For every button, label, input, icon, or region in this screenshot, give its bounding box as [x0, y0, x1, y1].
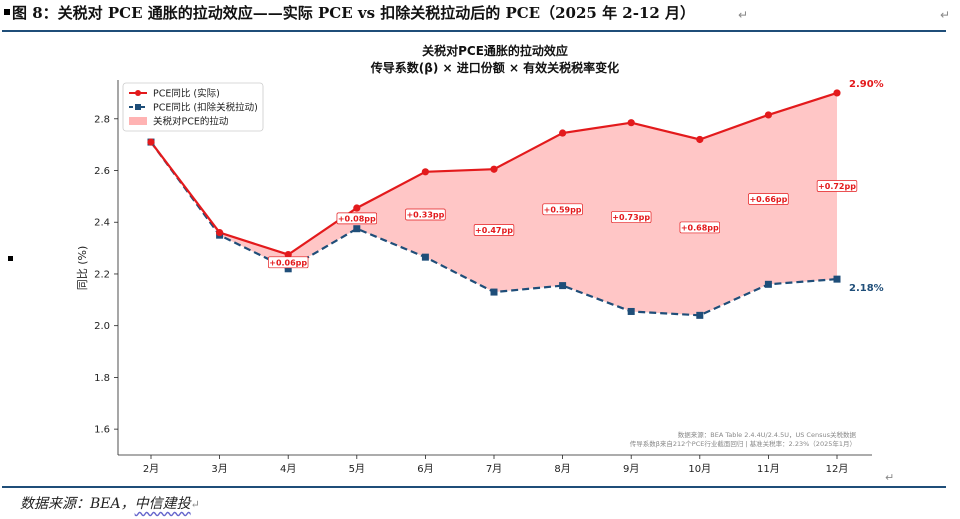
x-ticks: 2月 3月 4月 5月 6月 7月 8月 9月 10月 11月 12月	[143, 455, 849, 475]
x-tick-label: 10月	[688, 463, 711, 475]
gap-annotations: +0.06pp +0.08pp +0.33pp +0.47pp +0.59pp +0.73…	[268, 180, 858, 269]
y-ticks: 1.6 1.8 2.0 2.2 2.4 2.6 2.8	[94, 114, 118, 436]
x-tick-label: 7月	[486, 463, 502, 475]
data-point-ex-tariff	[627, 307, 635, 315]
gap-annotation-box	[610, 211, 652, 223]
legend-swatch-fill	[129, 117, 147, 125]
figure-header: 图 8：关税对 PCE 通胀的拉动效应——实际 PCE vs 扣除关税拉动后的 …	[0, 0, 960, 32]
paragraph-mark-icon: ↵	[940, 8, 951, 22]
legend-marker-ex-tariff	[135, 104, 141, 110]
gap-annotation-box	[405, 208, 446, 221]
legend-box	[122, 82, 264, 132]
bullet-marker	[4, 9, 10, 15]
x-tick-label: 11月	[757, 463, 780, 475]
source-org: 中信建投	[134, 496, 191, 512]
data-point-actual	[559, 129, 567, 137]
x-tick-label: 6月	[417, 463, 433, 475]
legend-marker-actual	[135, 90, 141, 96]
legend-label-ex-tariff: PCE同比 (扣除关税拉动)	[153, 102, 258, 114]
bottom-rule	[2, 486, 946, 488]
data-point-actual	[833, 89, 841, 97]
data-point-actual	[627, 119, 635, 127]
figure-title: 图 8：关税对 PCE 通胀的拉动效应——实际 PCE vs 扣除关税拉动后的 …	[12, 4, 696, 22]
x-tick-label: 9月	[623, 463, 639, 475]
chart-note-beta: 传导系数β来自212个PCE行业截面回归 | 基准关税率：2.23%（2025年…	[630, 439, 856, 448]
data-point-actual	[147, 138, 155, 146]
end-label-ex-tariff: 2.18%	[849, 283, 884, 294]
x-tick-label: 3月	[211, 463, 227, 475]
data-point-ex-tariff	[833, 275, 841, 283]
data-point-ex-tariff	[559, 282, 567, 290]
data-point-ex-tariff	[421, 253, 429, 261]
y-tick-label: 1.8	[94, 373, 110, 384]
data-point-ex-tariff	[764, 280, 772, 288]
y-tick-label: 2.2	[94, 269, 110, 280]
legend-label-actual: PCE同比 (实际)	[153, 88, 220, 100]
gap-annotation-label: +0.73pp	[612, 213, 650, 222]
x-tick-label: 8月	[554, 463, 570, 475]
data-point-actual	[284, 250, 292, 259]
top-rule	[2, 30, 946, 32]
paragraph-mark-icon: ↵	[190, 498, 200, 511]
gap-annotation-label: +0.66pp	[749, 195, 787, 204]
y-tick-label: 2.8	[94, 114, 110, 125]
gap-annotation-box	[268, 256, 309, 269]
data-point-actual	[490, 165, 498, 173]
source-prefix: 数据来源：BEA，	[20, 496, 135, 512]
data-point-actual	[421, 168, 429, 176]
gap-annotation-box	[336, 212, 378, 225]
paragraph-mark-icon: ↵	[738, 8, 749, 22]
y-tick-label: 1.6	[94, 425, 110, 436]
gap-annotation-box	[473, 224, 515, 236]
source-note: 数据来源：BEA，中信建投↵	[20, 493, 200, 513]
paragraph-mark-icon: ↵	[885, 471, 894, 484]
data-point-ex-tariff	[353, 225, 361, 233]
gap-annotation-label: +0.72pp	[818, 182, 856, 191]
gap-annotation-box	[542, 203, 583, 216]
gap-annotation-label: +0.08pp	[338, 214, 376, 223]
x-tick-label: 5月	[349, 463, 365, 475]
bullet-marker	[8, 256, 13, 261]
data-point-ex-tariff	[696, 311, 704, 319]
data-point-actual	[696, 135, 704, 144]
gap-annotation-label: +0.33pp	[406, 210, 444, 219]
gap-annotation-label: +0.68pp	[681, 223, 719, 232]
x-tick-label: 2月	[143, 463, 159, 475]
x-tick-label: 4月	[280, 463, 296, 475]
gap-annotation-label: +0.06pp	[269, 258, 307, 267]
chart-title: 关税对PCE通胀的拉动效应	[422, 43, 568, 58]
gap-annotation-box	[679, 221, 721, 234]
end-label-actual: 2.90%	[849, 79, 884, 90]
data-point-ex-tariff	[490, 288, 498, 296]
gap-annotation-box	[816, 180, 858, 192]
data-point-actual	[353, 204, 361, 212]
gap-annotation-label: +0.47pp	[475, 226, 513, 235]
chart-subtitle: 传导系数(β) × 进口份额 × 有效关税税率变化	[370, 60, 619, 75]
y-axis-label: 同比 (%)	[76, 246, 89, 291]
gap-annotation-label: +0.59pp	[544, 205, 582, 214]
chart-note-source: 数据来源：BEA Table 2.4.4U/2.4.5U，US Census关税…	[678, 430, 857, 439]
gap-annotation-box	[748, 193, 789, 205]
y-tick-label: 2.0	[94, 321, 110, 332]
series-markers-actual	[147, 89, 841, 259]
y-tick-label: 2.6	[94, 166, 110, 177]
plot-area: 1.6 1.8 2.0 2.2 2.4 2.6 2.8 2月 3月 4月 5月 6月 7月 8月 9月 10…	[76, 79, 884, 475]
data-point-ex-tariff	[284, 265, 292, 273]
data-point-actual	[216, 228, 224, 237]
data-point-actual	[764, 111, 773, 119]
tariff-gap-fill	[151, 92, 837, 316]
legend-label-fill: 关税对PCE的拉动	[153, 116, 228, 128]
legend: PCE同比 (实际) PCE同比 (扣除关税拉动) 关税对PCE的拉动	[122, 82, 264, 132]
x-tick-label: 12月	[826, 463, 849, 475]
y-tick-label: 2.4	[94, 218, 110, 229]
